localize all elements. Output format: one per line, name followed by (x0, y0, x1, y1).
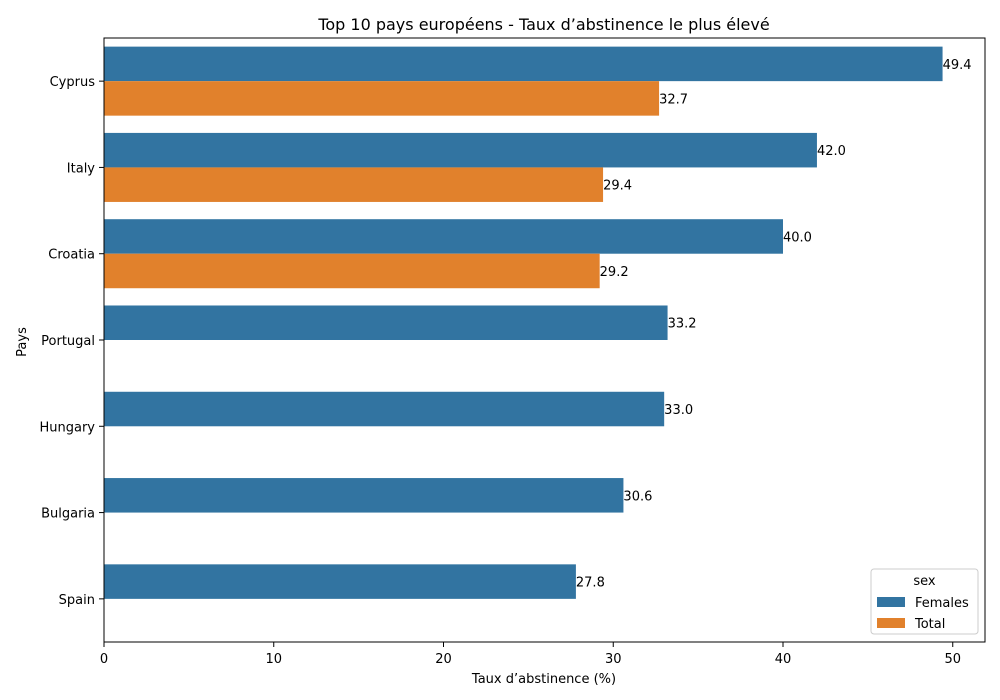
bar-females-spain (104, 564, 576, 599)
y-tick-label: Cyprus (50, 75, 96, 90)
bar-females-bulgaria (104, 478, 624, 513)
bar-females-portugal (104, 305, 668, 340)
data-label-females-portugal: 33.2 (668, 317, 697, 332)
bar-total-croatia (104, 253, 600, 289)
data-label-total-croatia: 29.2 (600, 265, 629, 280)
bar-females-hungary (104, 391, 665, 427)
bar-total-italy (104, 167, 604, 202)
data-label-females-hungary: 33.0 (664, 403, 693, 418)
x-tick-label: 50 (944, 652, 961, 667)
y-tick-label: Spain (59, 593, 95, 608)
bar-total-cyprus (104, 81, 660, 116)
y-tick-label: Hungary (39, 420, 95, 435)
x-tick-label: 20 (435, 652, 452, 667)
x-axis-label: Taux d’abstinence (%) (471, 672, 616, 687)
x-tick-label: 30 (605, 652, 622, 667)
y-axis-label: Pays (15, 327, 30, 357)
bar-females-cyprus (104, 46, 943, 82)
data-label-females-spain: 27.8 (576, 576, 605, 591)
x-tick-label: 0 (100, 652, 108, 667)
data-label-females-bulgaria: 30.6 (623, 489, 652, 504)
legend-label-total: Total (914, 617, 945, 632)
legend: sex Females Total (870, 568, 979, 635)
y-tick-label: Croatia (48, 248, 95, 263)
legend-swatch-females (877, 597, 905, 607)
y-tick-label: Bulgaria (41, 507, 95, 522)
data-label-total-italy: 29.4 (603, 179, 632, 194)
data-label-total-cyprus: 32.7 (659, 92, 688, 107)
x-tick-label: 10 (265, 652, 282, 667)
chart-title: Top 10 pays européens - Taux d’abstinenc… (317, 15, 769, 34)
legend-label-females: Females (915, 596, 969, 611)
data-label-females-croatia: 40.0 (783, 230, 812, 245)
bar-females-italy (104, 132, 817, 168)
bar-females-croatia (104, 219, 783, 254)
y-tick-label: Portugal (41, 334, 95, 349)
legend-swatch-total (877, 618, 905, 628)
y-tick-label: Italy (67, 161, 96, 176)
plot-area: 49.4 32.7 42.0 29.4 40.0 29.2 33.2 33.0 30.6 27.8… (39, 37, 986, 667)
legend-box (870, 568, 979, 635)
legend-title: sex (913, 574, 936, 589)
data-label-females-cyprus: 49.4 (943, 58, 972, 73)
data-label-females-italy: 42.0 (817, 144, 846, 159)
x-tick-label: 40 (775, 652, 792, 667)
axes-frame (103, 37, 986, 643)
